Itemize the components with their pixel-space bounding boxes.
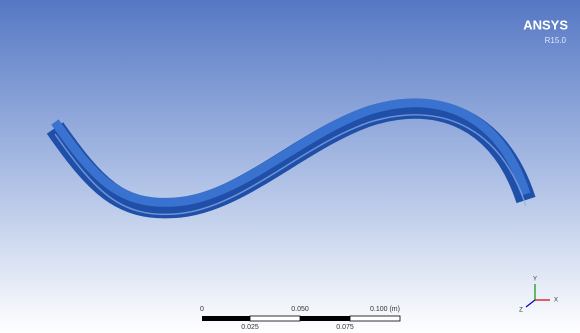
brand: ANSYS: [523, 17, 568, 32]
triad-label: Y: [533, 277, 537, 283]
triad-label: Z: [519, 308, 523, 314]
scale-segment: [300, 316, 350, 321]
scale-segment: [350, 316, 400, 321]
scale-label: 0: [200, 306, 204, 313]
scale-segment: [250, 316, 300, 321]
version: R15.0: [545, 36, 567, 45]
scale-label: 0.050: [291, 306, 309, 313]
triad-label: X: [554, 298, 558, 304]
scale-segment: [202, 316, 250, 321]
scale-label: 0.100 (m): [370, 306, 400, 313]
viewport: ANSYS R15.0 0 0.050 0.100 (m) 0.025 0.07…: [0, 0, 580, 333]
scale-label: 0.025: [241, 324, 259, 331]
scale-label: 0.075: [336, 324, 354, 331]
